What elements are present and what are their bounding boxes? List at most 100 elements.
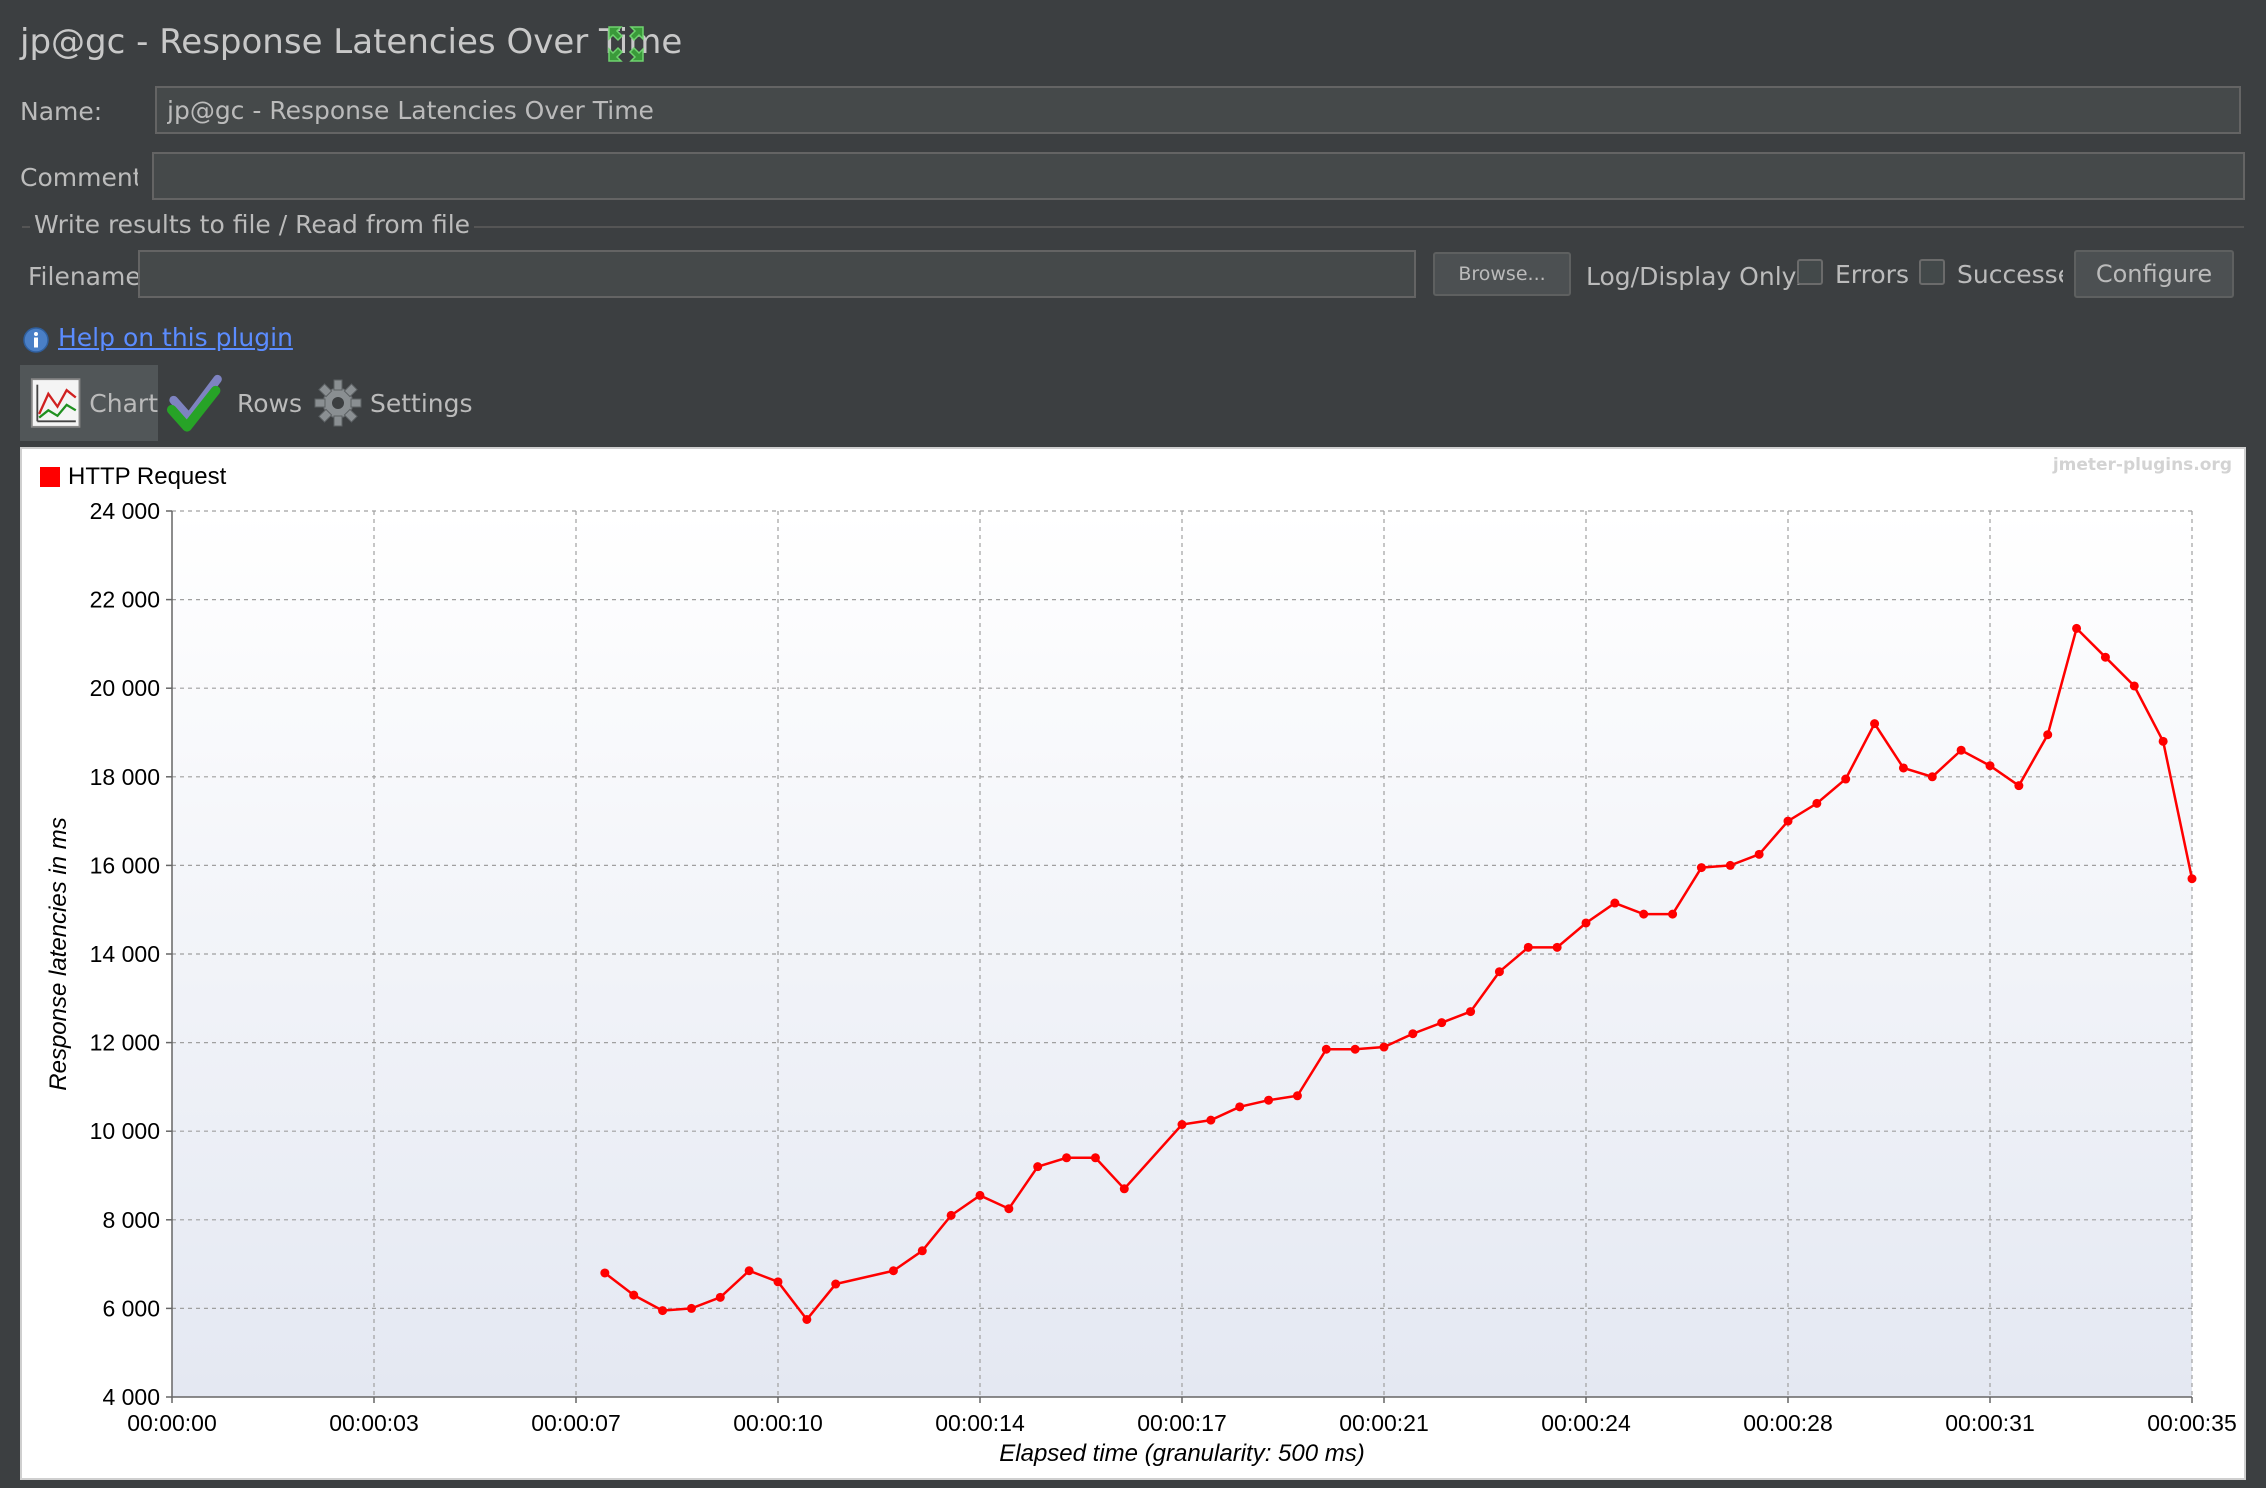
errors-checkbox[interactable] [1797, 259, 1823, 285]
file-section-label: Write results to file / Read from file [30, 210, 475, 239]
data-point [1812, 798, 1822, 808]
data-point [1725, 860, 1735, 870]
x-tick-label: 00:00:24 [1541, 1410, 1631, 1436]
tab-rows-label: Rows [236, 388, 302, 418]
data-point [946, 1210, 956, 1220]
data-point [1033, 1162, 1043, 1172]
x-axis-label: Elapsed time (granularity: 500 ms) [999, 1440, 1364, 1467]
x-tick-label: 00:00:17 [1137, 1410, 1227, 1436]
data-point [2014, 781, 2024, 791]
data-point [802, 1314, 812, 1324]
data-point [1177, 1120, 1187, 1130]
y-tick-label: 22 000 [90, 587, 160, 613]
y-tick-label: 20 000 [90, 675, 160, 701]
y-tick-label: 18 000 [90, 764, 160, 790]
data-point [629, 1290, 639, 1300]
filename-label: Filename [28, 262, 141, 291]
x-tick-label: 00:00:31 [1945, 1410, 2035, 1436]
x-tick-label: 00:00:35 [2147, 1410, 2237, 1436]
series-points [600, 623, 2197, 1324]
data-point [1581, 918, 1591, 928]
data-point [1610, 898, 1620, 908]
tab-chart-label: Chart [89, 388, 158, 418]
data-point [1264, 1095, 1274, 1105]
data-point [1062, 1153, 1072, 1163]
log-display-label: Log/Display Only: [1586, 262, 1804, 291]
y-tick-label: 14 000 [90, 941, 160, 967]
data-point [715, 1292, 725, 1302]
data-point [1292, 1091, 1302, 1101]
data-point [1494, 967, 1504, 977]
data-point [1523, 942, 1533, 952]
x-tick-label: 00:00:10 [733, 1410, 823, 1436]
name-input[interactable] [155, 86, 2241, 134]
data-point [1235, 1102, 1245, 1112]
data-point [2158, 736, 2168, 746]
data-point [1841, 774, 1851, 784]
x-tick-label: 00:00:21 [1339, 1410, 1429, 1436]
data-point [1783, 816, 1793, 826]
data-point [1437, 1018, 1447, 1028]
data-point [2187, 874, 2197, 884]
data-point [1004, 1204, 1014, 1214]
data-point [1898, 763, 1908, 773]
data-point [1985, 761, 1995, 771]
successes-checkbox[interactable] [1919, 259, 1945, 285]
filename-input[interactable] [138, 250, 1416, 298]
tab-rows[interactable]: Rows [166, 365, 302, 441]
y-tick-label: 24 000 [90, 498, 160, 524]
data-point [1206, 1115, 1216, 1125]
data-point [744, 1266, 754, 1276]
y-tick-label: 12 000 [90, 1030, 160, 1056]
data-point [1466, 1007, 1476, 1017]
axes [166, 510, 2193, 1403]
data-point [1408, 1029, 1418, 1039]
legend-swatch [40, 467, 60, 487]
data-point [686, 1303, 696, 1313]
data-point [2129, 681, 2139, 691]
data-point [600, 1268, 610, 1278]
x-tick-label: 00:00:07 [531, 1410, 621, 1436]
configure-button[interactable]: Configure [2074, 250, 2234, 298]
data-point [1956, 745, 1966, 755]
successes-label: Successes [1957, 260, 2063, 289]
data-point [2043, 730, 2053, 740]
data-point [831, 1279, 841, 1289]
tab-settings[interactable]: Settings [314, 365, 474, 441]
data-point [1119, 1184, 1129, 1194]
data-point [917, 1246, 927, 1256]
x-tick-label: 00:00:28 [1743, 1410, 1833, 1436]
y-tick-label: 10 000 [90, 1118, 160, 1144]
y-tick-labels: 4 000 6 000 8 000 10 000 12 000 14 000 16 000 1… [90, 498, 160, 1410]
data-point [888, 1266, 898, 1276]
data-point [1696, 863, 1706, 873]
data-point [1668, 909, 1678, 919]
data-point [1754, 849, 1764, 859]
data-point [1321, 1044, 1331, 1054]
data-point [975, 1190, 985, 1200]
y-tick-label: 4 000 [102, 1384, 160, 1410]
data-point [1870, 719, 1880, 729]
data-point [1927, 772, 1937, 782]
browse-button[interactable]: Browse... [1433, 252, 1571, 296]
data-point [1552, 942, 1562, 952]
tab-chart[interactable]: Chart [20, 365, 158, 441]
file-section-border [22, 226, 2244, 229]
data-point [1639, 909, 1649, 919]
expand-icon[interactable] [606, 24, 646, 64]
comments-input[interactable] [152, 152, 2245, 200]
window-title: jp@gc - Response Latencies Over Time [20, 22, 683, 62]
grid [172, 510, 2193, 1397]
y-axis-label: Response latencies in ms [45, 817, 72, 1090]
chart-icon [30, 378, 81, 428]
data-point [1350, 1044, 1360, 1054]
y-tick-label: 8 000 [102, 1207, 160, 1233]
data-point [773, 1277, 783, 1287]
data-point [2072, 623, 2082, 633]
info-icon [23, 327, 49, 353]
chart-panel: jmeter-plugins.org HTTP Request 4 000 6 0… [20, 447, 2246, 1480]
data-point [2100, 652, 2110, 662]
help-link[interactable]: Help on this plugin [58, 323, 293, 352]
data-point [1379, 1042, 1389, 1052]
watermark: jmeter-plugins.org [2052, 455, 2232, 475]
